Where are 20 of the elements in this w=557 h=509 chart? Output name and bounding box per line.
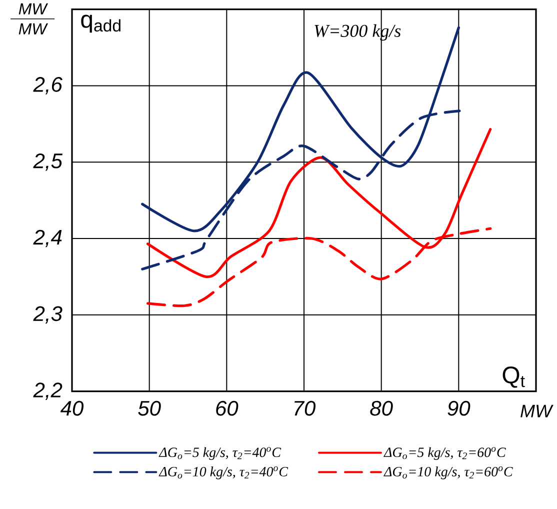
x-tick-label: 90 <box>448 400 470 416</box>
y-tick-label: 2,4 <box>33 230 62 248</box>
y-tick-label: 2,3 <box>33 306 62 324</box>
x-tick-label: 70 <box>294 400 316 416</box>
y-tick-label: 2,5 <box>33 153 63 171</box>
x-axis-title: Q$_{t}$ <box>502 366 525 388</box>
y-axis-title: q$_{add}$ <box>81 14 120 33</box>
x-tick-label: 80 <box>370 400 393 416</box>
x-tick-label: 60 <box>216 400 238 416</box>
text: MW <box>18 3 48 14</box>
legend-label: ΔG$_{o}$=10 kg/s, τ$_{2}$=60$^{o}$C <box>384 466 513 480</box>
legend-label: ΔG$_{o}$=10 kg/s, τ$_{2}$=40$^{o}$C <box>158 466 288 480</box>
text: MW <box>18 23 48 34</box>
text: MW <box>520 404 554 418</box>
y-tick-label: 2,6 <box>33 76 62 94</box>
legend-label: ΔG$_{o}$=5 kg/s, τ$_{2}$=60$^{o}$C <box>384 446 506 460</box>
x-tick-label: 40 <box>60 400 84 416</box>
x-tick-label: 50 <box>138 400 161 416</box>
y-tick-label: 2,2 <box>33 382 62 400</box>
legend-label: ΔG$_{o}$=5 kg/s, τ$_{2}$=40$^{o}$C <box>158 446 282 460</box>
